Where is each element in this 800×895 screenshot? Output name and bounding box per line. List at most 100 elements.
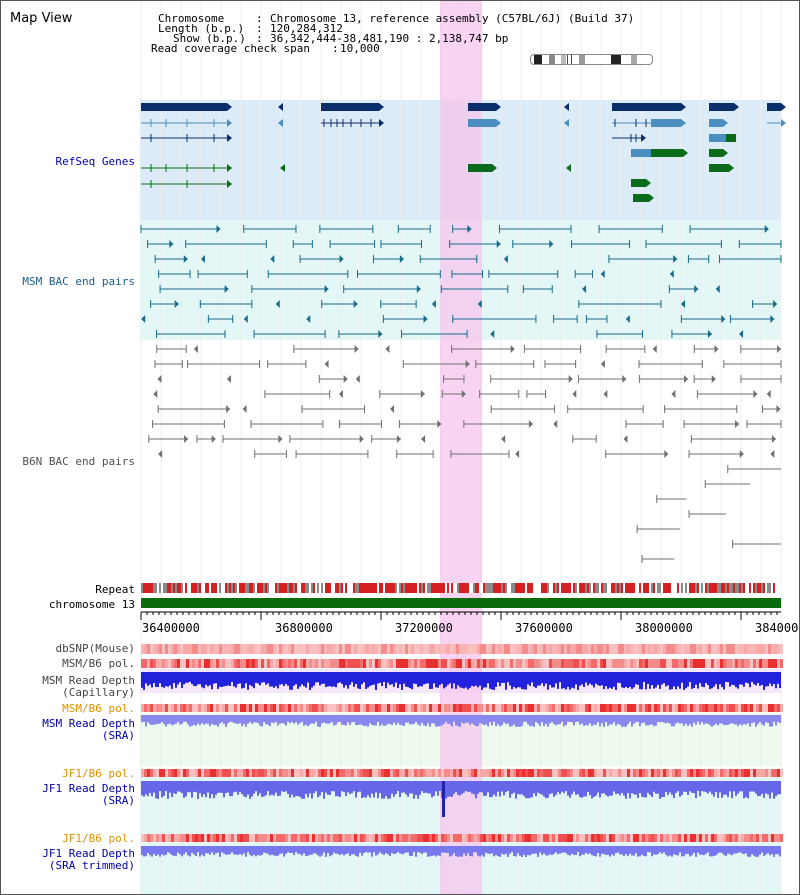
msm-b6-polymorphism	[579, 659, 582, 668]
jf1-b6-polymorphism-2	[378, 834, 381, 842]
msm-b6-polymorphism	[759, 659, 762, 668]
msm-read-depth-capillary-bar	[563, 672, 565, 689]
msm-read-depth-capillary-bar	[215, 672, 217, 684]
dbsnp-density	[510, 644, 513, 654]
msm-read-depth-sra-bar	[539, 715, 541, 727]
repeat-element	[471, 583, 473, 593]
jf1-read-depth-trimmed-bar	[393, 846, 395, 855]
msm-read-depth-capillary-bar	[725, 672, 727, 682]
msm-b6-pol-2-label[interactable]: MSM/B6 pol.	[62, 702, 135, 715]
msm-bac-pair-end	[669, 270, 674, 278]
dbsnp-density	[459, 644, 462, 654]
msm-read-depth-sra-bar	[403, 715, 405, 726]
dbsnp-density	[219, 644, 222, 654]
msm-read-depth-capillary-bar	[581, 672, 583, 685]
jf1-b6-polymorphism-2	[312, 834, 315, 842]
repeat-element	[231, 583, 233, 593]
repeat-element	[287, 583, 289, 593]
jf1-read-depth-trimmed-bar	[773, 846, 775, 857]
msm-read-depth-sra-bar	[559, 715, 561, 725]
msm-read-depth-sra-label[interactable]: MSM Read Depth	[42, 717, 135, 730]
msm-b6-polymorphism	[639, 659, 642, 668]
jf1-read-depth-sra-bar	[565, 781, 567, 792]
msm-read-depth-capillary-bar	[369, 672, 371, 686]
msm-b6-polymorphism-2	[192, 704, 195, 712]
dbsnp-density	[678, 644, 681, 654]
msm-read-depth-sra-bar	[665, 715, 667, 724]
msm-read-depth-capillary-bar	[607, 672, 609, 689]
msm-read-depth-capillary-bar	[457, 672, 459, 686]
repeat-element	[449, 583, 451, 593]
jf1-read-depth-trimmed-bar	[415, 846, 417, 857]
repeat-label[interactable]: Repeat	[95, 583, 135, 596]
jf1-read-depth-trimmed-bar	[553, 846, 555, 854]
jf1-read-depth-trimmed-bar	[705, 846, 707, 854]
msm-read-depth-capillary-label[interactable]: MSM Read Depth	[42, 674, 135, 687]
chromosome-label[interactable]: chromosome 13	[48, 598, 135, 611]
msm-read-depth-capillary-bar	[779, 672, 781, 689]
msm-b6-polymorphism-2	[510, 704, 513, 712]
msm-b6-polymorphism	[210, 659, 213, 668]
msm-b6-polymorphism-2	[276, 704, 279, 712]
jf1-b6-polymorphism	[327, 769, 330, 777]
refseq-gene	[651, 119, 681, 127]
jf1-b6-polymorphism-2	[174, 834, 177, 842]
dbsnp-label[interactable]: dbSNP(Mouse)	[55, 642, 135, 655]
repeat-element	[183, 583, 185, 593]
dbsnp-density	[327, 644, 330, 654]
msm-b6-polymorphism-2	[456, 704, 459, 712]
jf1-b6-polymorphism-2	[543, 834, 546, 842]
dbsnp-density	[639, 644, 642, 654]
jf1-b6-polymorphism-2	[480, 834, 483, 842]
repeat-element	[227, 583, 229, 593]
jf1-read-depth-trimmed-bar	[727, 846, 729, 854]
dbsnp-density	[240, 644, 243, 654]
jf1-read-depth-trimmed-bar	[265, 846, 267, 854]
msm-read-depth-capillary-bar	[583, 672, 585, 688]
msm-b6-polymorphism-2	[726, 704, 729, 712]
jf1-read-depth-trimmed-label[interactable]: JF1 Read Depth	[42, 847, 135, 860]
jf1-b6-pol-label[interactable]: JF1/B6 pol.	[62, 767, 135, 780]
jf1-read-depth-sra-bar	[307, 781, 309, 798]
jf1-b6-pol-2-label[interactable]: JF1/B6 pol.	[62, 832, 135, 845]
msm-b6-pol-label[interactable]: MSM/B6 pol.	[62, 657, 135, 670]
msm-b6-polymorphism-2	[750, 704, 753, 712]
jf1-b6-polymorphism-2	[711, 834, 714, 842]
selected-region-highlight[interactable]	[440, 1, 482, 894]
repeat-element	[399, 583, 401, 593]
chromosome-ideogram[interactable]	[530, 54, 653, 65]
jf1-b6-polymorphism-2	[777, 834, 780, 842]
msm-b6-polymorphism	[471, 659, 474, 668]
jf1-read-depth-trimmed-bar	[653, 846, 655, 855]
jf1-read-depth-sra-bar	[543, 781, 545, 797]
msm-read-depth-capillary-bar	[275, 672, 277, 687]
dbsnp-density	[714, 644, 717, 654]
msm-read-depth-capillary-bar	[531, 672, 533, 683]
refseq-genes-label[interactable]: RefSeq Genes	[55, 155, 135, 168]
msm-bac-label[interactable]: MSM BAC end pairs	[22, 275, 135, 288]
msm-read-depth-sra-bar	[393, 715, 395, 723]
jf1-b6-polymorphism-2	[534, 834, 537, 842]
msm-read-depth-capillary-bar	[629, 672, 631, 687]
msm-b6-polymorphism-2	[531, 704, 534, 712]
jf1-b6-polymorphism-2	[636, 834, 639, 842]
msm-b6-polymorphism-2	[306, 704, 309, 712]
dbsnp-density	[669, 644, 672, 654]
b6n-bac-pair-end	[753, 390, 758, 398]
msm-bac-pair-end	[707, 330, 712, 338]
jf1-b6-polymorphism	[192, 769, 195, 777]
repeat-element	[593, 583, 595, 593]
msm-read-depth-sra-bar	[387, 715, 389, 724]
jf1-read-depth-sra-bar	[283, 781, 285, 792]
msm-read-depth-capillary-bar	[427, 672, 429, 684]
jf1-read-depth-sra-bar	[731, 781, 733, 799]
jf1-read-depth-sra-label[interactable]: JF1 Read Depth	[42, 782, 135, 795]
msm-read-depth-capillary-bar	[631, 672, 633, 689]
repeat-element	[613, 583, 615, 593]
msm-read-depth-sra-bar	[407, 715, 409, 723]
b6n-bac-label[interactable]: B6N BAC end pairs	[22, 455, 135, 468]
jf1-read-depth-trimmed-bar	[437, 846, 439, 856]
jf1-b6-polymorphism-2	[393, 834, 396, 842]
jf1-read-depth-trimmed-bar	[755, 846, 757, 857]
